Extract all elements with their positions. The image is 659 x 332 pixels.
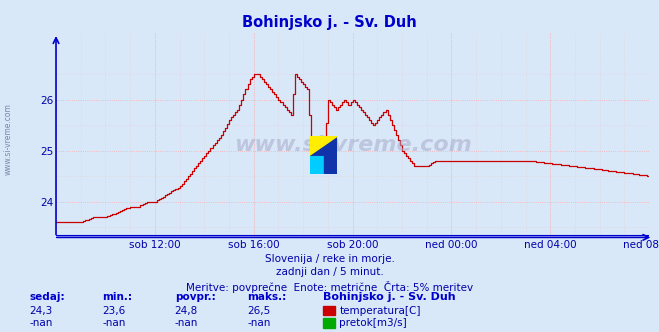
Polygon shape bbox=[310, 136, 337, 155]
Text: Bohinjsko j. - Sv. Duh: Bohinjsko j. - Sv. Duh bbox=[323, 292, 455, 302]
Text: Meritve: povprečne  Enote: metrične  Črta: 5% meritev: Meritve: povprečne Enote: metrične Črta:… bbox=[186, 281, 473, 292]
Text: -nan: -nan bbox=[102, 318, 125, 328]
Text: 23,6: 23,6 bbox=[102, 306, 125, 316]
Text: pretok[m3/s]: pretok[m3/s] bbox=[339, 318, 407, 328]
Text: 26,5: 26,5 bbox=[247, 306, 270, 316]
Polygon shape bbox=[310, 136, 337, 155]
Text: 24,3: 24,3 bbox=[30, 306, 53, 316]
Text: -nan: -nan bbox=[247, 318, 270, 328]
Text: 24,8: 24,8 bbox=[175, 306, 198, 316]
Text: www.si-vreme.com: www.si-vreme.com bbox=[234, 135, 471, 155]
Bar bbox=[310, 136, 324, 174]
Text: maks.:: maks.: bbox=[247, 292, 287, 302]
Text: povpr.:: povpr.: bbox=[175, 292, 215, 302]
Bar bbox=[324, 136, 337, 174]
Text: Bohinjsko j. - Sv. Duh: Bohinjsko j. - Sv. Duh bbox=[242, 15, 417, 30]
Text: zadnji dan / 5 minut.: zadnji dan / 5 minut. bbox=[275, 267, 384, 277]
Text: Slovenija / reke in morje.: Slovenija / reke in morje. bbox=[264, 254, 395, 264]
Text: -nan: -nan bbox=[175, 318, 198, 328]
Text: min.:: min.: bbox=[102, 292, 132, 302]
Text: temperatura[C]: temperatura[C] bbox=[339, 306, 421, 316]
Text: www.si-vreme.com: www.si-vreme.com bbox=[4, 104, 13, 175]
Text: -nan: -nan bbox=[30, 318, 53, 328]
Text: sedaj:: sedaj: bbox=[30, 292, 65, 302]
Polygon shape bbox=[310, 136, 337, 155]
